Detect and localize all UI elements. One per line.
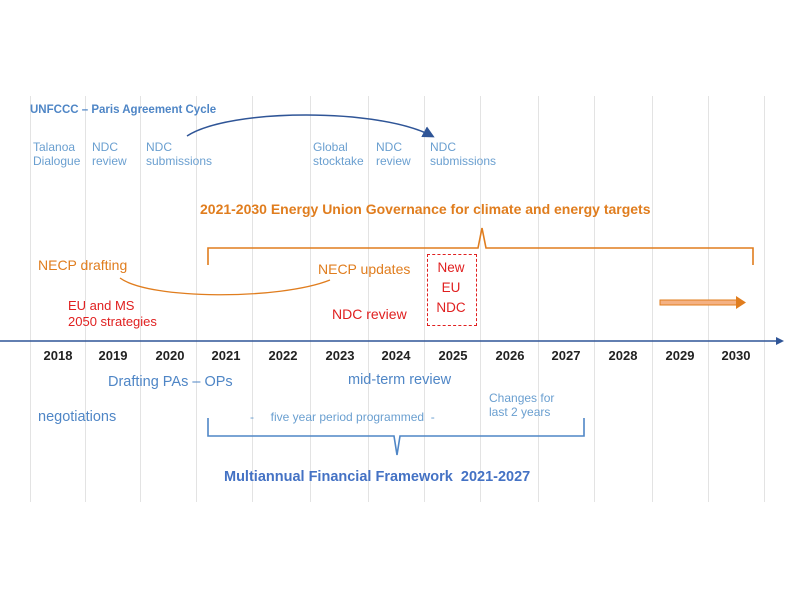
year-label: 2021 <box>211 348 241 363</box>
drafting-pas-ops: Drafting PAs – OPs <box>108 374 233 390</box>
grid-line <box>708 96 709 502</box>
eu-ms-2050-strategies: EU and MS 2050 strategies <box>68 298 157 329</box>
year-label: 2019 <box>98 348 128 363</box>
changes-last-2-years: Changes for last 2 years <box>489 391 555 420</box>
ndc-submissions-2020: NDC submissions <box>146 140 213 169</box>
mid-term-review: mid-term review <box>348 372 452 388</box>
year-label: 2020 <box>155 348 185 363</box>
necp-updates: NECP updates <box>318 261 411 277</box>
grid-line <box>480 96 481 502</box>
year-label: 2027 <box>551 348 581 363</box>
talanoa-dialogue: Talanoa Dialogue <box>33 140 81 169</box>
mff-brace <box>207 418 585 456</box>
grid-line <box>594 96 595 502</box>
continuation-arrow <box>659 296 746 309</box>
grid-line <box>368 96 369 502</box>
year-label: 2028 <box>608 348 638 363</box>
year-label: 2030 <box>721 348 751 363</box>
grid-line <box>310 96 311 502</box>
year-label: 2024 <box>381 348 411 363</box>
ndc-submissions-2025: NDC submissions <box>430 140 497 169</box>
year-label: 2022 <box>268 348 298 363</box>
ndc-review-2024: NDC review <box>376 140 411 169</box>
new-eu-ndc-box <box>427 254 477 326</box>
year-label: 2023 <box>325 348 355 363</box>
unfccc-title: UNFCCC – Paris Agreement Cycle <box>30 104 217 116</box>
negotiations: negotiations <box>38 409 117 425</box>
five-year-period: - five year period programmed - <box>250 410 435 424</box>
grid-line <box>252 96 253 502</box>
ndc-review-2019: NDC review <box>92 140 127 169</box>
grid-line <box>424 96 425 502</box>
year-label: 2029 <box>665 348 695 363</box>
grid-line <box>764 96 765 502</box>
grid-line <box>652 96 653 502</box>
mff-title: Multiannual Financial Framework 2021-202… <box>224 469 531 485</box>
necp-drafting: NECP drafting <box>38 257 128 273</box>
ndc-review-eu: NDC review <box>332 306 407 322</box>
energy-union-title: 2021-2030 Energy Union Governance for cl… <box>200 201 651 217</box>
grid-line <box>140 96 141 502</box>
year-label: 2025 <box>438 348 468 363</box>
ndc-cycle-arc <box>186 114 435 138</box>
grid-line <box>196 96 197 502</box>
year-label: 2026 <box>495 348 525 363</box>
year-label: 2018 <box>43 348 73 363</box>
energy-union-brace <box>207 227 754 265</box>
grid-line <box>30 96 31 502</box>
necp-curve <box>119 277 331 296</box>
new-eu-ndc: New EU NDC <box>436 260 466 315</box>
global-stocktake: Global stocktake <box>313 140 364 169</box>
grid-line <box>85 96 86 502</box>
grid-line <box>538 96 539 502</box>
